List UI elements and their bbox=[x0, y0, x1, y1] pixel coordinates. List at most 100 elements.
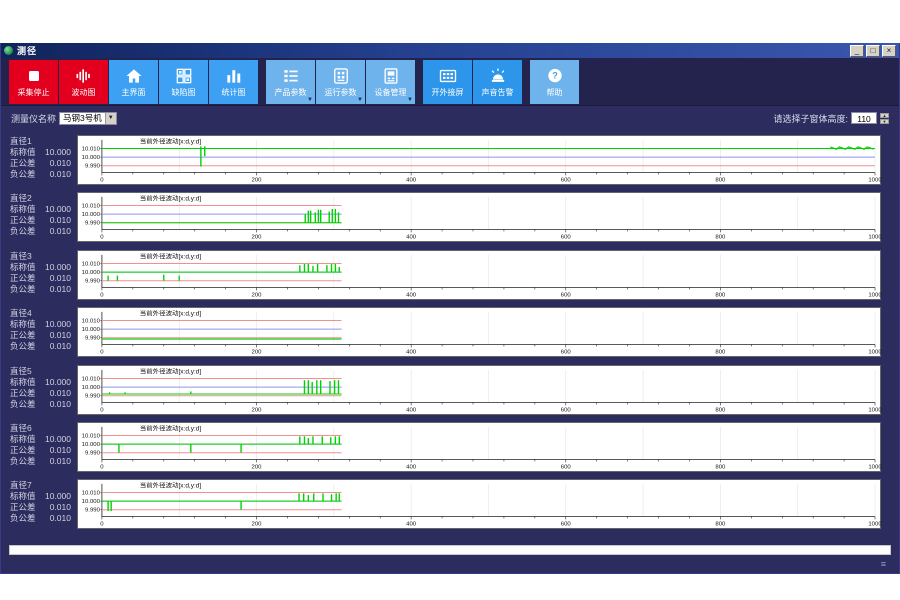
maximize-button[interactable]: □ bbox=[866, 44, 880, 57]
chart-panel: 0 200 400 600 800 1000 10.010 10.000 9.990 当前外径波动… bbox=[77, 135, 882, 185]
svg-text:?: ? bbox=[552, 70, 558, 80]
run-params-button[interactable]: 运行参数 ▼ bbox=[316, 59, 365, 104]
stop-button[interactable]: 采集停止 bbox=[9, 59, 58, 104]
neg-tolerance-label: 负公差 bbox=[10, 455, 36, 466]
pos-tolerance-value: 0.010 bbox=[49, 215, 71, 226]
pos-tolerance-label: 正公差 bbox=[10, 502, 36, 513]
device-manage-button[interactable]: 设备管理 ▼ bbox=[366, 59, 415, 104]
y-axis-tick-label: 9.990 bbox=[85, 279, 101, 285]
x-axis-tick-label: 1000 bbox=[868, 350, 882, 356]
x-axis-tick-label: 200 bbox=[252, 522, 263, 528]
pos-tolerance-value: 0.010 bbox=[49, 158, 71, 168]
x-axis-tick-label: 1000 bbox=[868, 235, 882, 241]
chart-name: 直径1 bbox=[10, 136, 32, 146]
toolbar-button-label: 统计图 bbox=[221, 87, 246, 97]
product-params-button[interactable]: 产品参数 ▼ bbox=[266, 59, 315, 104]
app-icon bbox=[4, 46, 13, 55]
horizontal-scrollbar[interactable] bbox=[9, 545, 891, 555]
toolbar-button-label: 主界面 bbox=[121, 87, 146, 97]
nominal-row: 标称值 10.000 bbox=[10, 377, 71, 388]
x-axis-tick-label: 400 bbox=[406, 350, 417, 356]
x-axis-tick-label: 0 bbox=[100, 407, 104, 413]
neg-tolerance-label: 负公差 bbox=[10, 169, 36, 179]
neg-tolerance-value: 0.010 bbox=[49, 226, 71, 237]
y-axis-tick-label: 10.010 bbox=[82, 319, 101, 325]
x-axis-tick-label: 400 bbox=[406, 465, 417, 471]
spin-up-button[interactable]: ▲ bbox=[880, 112, 889, 118]
y-axis-tick-label: 9.990 bbox=[85, 508, 101, 514]
x-axis-tick-label: 200 bbox=[252, 235, 263, 241]
pos-tolerance-label: 正公差 bbox=[10, 444, 36, 455]
x-axis-tick-label: 0 bbox=[100, 350, 104, 356]
chart-label-block: 直径1 标称值 10.000 正公差 0.010 负公差 0.010 bbox=[1, 135, 77, 180]
x-axis-tick-label: 1000 bbox=[868, 465, 882, 471]
alarm-button[interactable]: 声音告警 bbox=[473, 59, 522, 104]
minimize-button[interactable]: _ bbox=[850, 44, 864, 57]
neg-tolerance-label: 负公差 bbox=[10, 398, 36, 409]
x-axis-tick-label: 600 bbox=[561, 178, 572, 184]
y-axis-tick-label: 10.010 bbox=[82, 146, 101, 152]
chart-title: 当前外径波动[x:d,y:d] bbox=[140, 252, 202, 261]
nominal-value: 10.000 bbox=[45, 491, 71, 502]
neg-tolerance-value: 0.010 bbox=[49, 283, 71, 294]
pos-tolerance-label: 正公差 bbox=[10, 272, 36, 283]
device-manage-icon bbox=[384, 67, 397, 84]
chart-panel: 0 200 400 600 800 1000 10.010 10.000 9.990 当前外径波动… bbox=[77, 364, 883, 415]
external-screen-button[interactable]: 开外接屏 bbox=[423, 59, 472, 104]
chart-panel: 0 200 400 600 800 1000 10.010 10.000 9.990 当前外径波动… bbox=[77, 307, 882, 358]
neg-tolerance-row: 负公差 0.010 bbox=[10, 169, 71, 180]
pos-tolerance-label: 正公差 bbox=[10, 215, 36, 226]
home-button[interactable]: 主界面 bbox=[109, 59, 158, 104]
spin-down-button[interactable]: ▼ bbox=[880, 118, 889, 124]
x-axis-tick-label: 400 bbox=[406, 292, 417, 298]
toolbar-button-label: 波动图 bbox=[71, 87, 96, 97]
neg-tolerance-row: 负公差 0.010 bbox=[10, 284, 71, 295]
nominal-label: 标称值 bbox=[10, 433, 36, 444]
neg-tolerance-row: 负公差 0.010 bbox=[10, 513, 71, 524]
defect-grid-button[interactable]: 缺陷图 bbox=[159, 59, 208, 104]
x-axis-tick-label: 600 bbox=[561, 465, 572, 471]
nominal-row: 标称值 10.000 bbox=[10, 434, 71, 445]
chevron-down-icon: ▼ bbox=[407, 96, 413, 103]
x-axis-tick-label: 400 bbox=[406, 235, 417, 241]
y-axis-tick-label: 9.990 bbox=[85, 164, 101, 170]
x-axis-tick-label: 800 bbox=[715, 178, 726, 184]
neg-tolerance-value: 0.010 bbox=[49, 455, 71, 466]
y-axis-tick-label: 9.990 bbox=[85, 336, 101, 342]
x-axis-tick-label: 0 bbox=[100, 178, 104, 184]
y-axis-tick-label: 9.990 bbox=[85, 393, 101, 399]
x-axis-tick-label: 0 bbox=[100, 292, 104, 298]
bar-chart-button[interactable]: 统计图 bbox=[209, 59, 258, 104]
x-axis-tick-label: 400 bbox=[406, 522, 417, 528]
waveform-chart: 0 200 400 600 800 1000 10.010 10.000 9.990 当前外径波动… bbox=[82, 194, 883, 241]
chart-row: 直径6 标称值 10.000 正公差 0.010 负公差 0.010 0 200 400 600 80… bbox=[1, 421, 882, 479]
nominal-value: 10.000 bbox=[45, 261, 71, 272]
resize-grip-icon[interactable]: ≡ bbox=[880, 559, 886, 569]
nominal-label: 标称值 bbox=[10, 204, 36, 215]
y-axis-tick-label: 10.010 bbox=[82, 491, 101, 497]
window-title: 测径 bbox=[17, 46, 38, 56]
run-params-icon bbox=[333, 67, 348, 84]
charts-area: 直径1 标称值 10.000 正公差 0.010 负公差 0.010 0 200 400 600 80… bbox=[1, 130, 899, 543]
alarm-icon bbox=[491, 68, 504, 82]
close-button[interactable]: × bbox=[882, 44, 896, 57]
waveform-button[interactable]: 波动图 bbox=[59, 59, 108, 104]
neg-tolerance-row: 负公差 0.010 bbox=[10, 226, 71, 237]
x-axis-tick-label: 1000 bbox=[868, 292, 882, 298]
instrument-select[interactable]: 马钢3号机 ▼ bbox=[59, 111, 117, 125]
neg-tolerance-value: 0.010 bbox=[49, 341, 71, 352]
y-axis-tick-label: 10.010 bbox=[82, 204, 101, 210]
nominal-value: 10.000 bbox=[45, 319, 71, 330]
pos-tolerance-value: 0.010 bbox=[49, 502, 71, 513]
help-button[interactable]: ? 帮助 bbox=[530, 59, 579, 104]
height-input[interactable]: 110 bbox=[851, 112, 877, 124]
x-axis-tick-label: 800 bbox=[715, 350, 726, 356]
pos-tolerance-row: 正公差 0.010 bbox=[10, 215, 71, 226]
y-axis-tick-label: 10.000 bbox=[82, 270, 101, 276]
chart-name: 直径7 bbox=[10, 480, 32, 491]
y-axis-tick-label: 10.000 bbox=[82, 442, 101, 448]
waveform-chart: 0 200 400 600 800 1000 10.010 10.000 9.990 当前外径波动… bbox=[82, 366, 883, 413]
nominal-label: 标称值 bbox=[10, 319, 36, 330]
neg-tolerance-label: 负公差 bbox=[10, 341, 36, 352]
pos-tolerance-label: 正公差 bbox=[10, 158, 36, 168]
